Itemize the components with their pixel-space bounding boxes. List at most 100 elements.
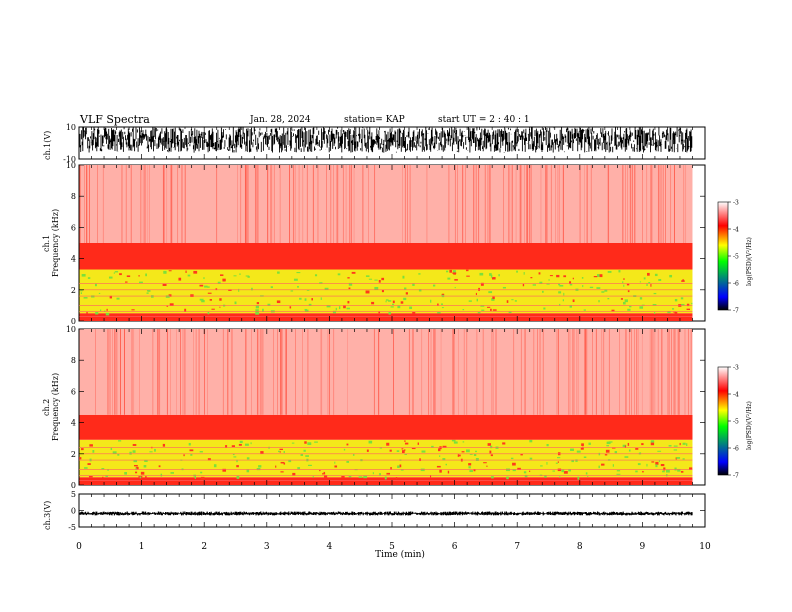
spectrogram-speckle [491,476,494,479]
y-tick-label: 2 [71,286,76,295]
spectrogram-speckle [557,461,559,463]
station-label: station= KAP [344,115,405,125]
spectrogram-speckle [524,474,528,478]
spectrogram-speckle [296,272,301,274]
spectrogram-speckle [593,276,598,278]
x-tick-label: 2 [201,542,207,552]
spectrogram-speckle [559,284,564,287]
spectrogram-speckle [178,277,182,281]
spectrogram-speckle [569,281,572,285]
spectrogram-speckle [334,461,336,464]
spectrogram-speckle [419,458,421,462]
spectrogram-speckle [558,291,562,294]
spectrogram-speckle [411,447,416,450]
spectrogram-speckle [431,445,434,448]
spectrogram-speckle [379,473,381,476]
spectrogram-speckle [557,457,561,459]
spectrogram-speckle [145,273,147,277]
spectrogram-speckle [326,305,331,308]
spectrogram-speckle [116,297,120,300]
spectrogram-speckle [436,465,441,468]
spectrogram-speckle [571,459,574,463]
spectrogram-speckle [131,309,135,311]
spectrogram-speckle [95,311,99,315]
spectrogram-speckle [291,442,295,444]
spectrogram-speckle [304,441,307,444]
spectrogram-speckle [650,440,655,443]
spectrogram-speckle [492,296,495,300]
spectrogram-speckle [158,465,161,468]
spectrogram-speckle [334,465,338,468]
spectrogram-speckle [546,462,548,465]
spectrogram-speckle [498,274,500,277]
spectrogram-speckle [542,290,544,293]
spectrogram-speckle [94,283,97,287]
spectrogram-speckle [669,274,673,278]
spectrogram-speckle [312,475,314,478]
spectrogram-speckle [487,443,492,446]
spectrogram-speckle [689,467,693,470]
y-tick-label: 0 [71,317,76,326]
spectrogram-speckle [491,277,496,280]
chart-title: VLF Spectra [80,113,150,126]
spectrogram-speckle [611,309,615,312]
spectrogram-speckle [543,307,546,310]
spectrogram-speckle [454,286,456,289]
colorbar-tick-label: -7 [733,308,739,315]
spectrogram-speckle [453,441,458,444]
spectrogram-speckle [475,450,477,453]
spectrogram-speckle [559,476,561,478]
spectrogram-speckle [572,299,575,303]
spectrogram-speckle [502,286,506,289]
spectrogram-speckle [203,277,205,280]
colorbar-tick-label: -5 [733,419,739,426]
spectrogram-speckle [335,307,337,311]
spectrogram-band [79,414,693,440]
spectrogram-band [79,313,693,321]
spectrogram-speckle [132,444,137,446]
spectrogram-speckle [199,451,203,453]
spectrogram-speckle [480,282,484,286]
spectrogram-speckle [165,295,170,298]
spectrogram-speckle [491,298,495,301]
spectrogram-speckle [667,311,671,314]
spectrogram-speckle [118,440,122,442]
spectrogram-speckle [396,450,400,452]
spectrogram-speckle [275,465,277,468]
spectrogram-speckle [637,463,641,466]
spectrogram-speckle [583,456,587,458]
spectrogram-speckle [219,274,224,276]
spectrogram-speckle [129,451,132,455]
spectrogram-speckle [616,470,621,472]
spectrogram-speckle [627,290,630,293]
spectrogram-speckle [392,300,395,304]
spectrogram-speckle [641,471,644,473]
spectrogram-speckle [307,464,312,466]
spectrogram-speckle [170,472,174,474]
spectrogram-speckle [88,475,93,478]
ch1-colorbar [717,201,729,311]
spectrogram-speckle [103,310,106,312]
spectrogram-speckle [538,272,541,275]
spectrogram-speckle [540,465,543,467]
spectrogram-speckle [102,476,104,479]
spectrogram-speckle [112,451,117,454]
spectrogram-speckle [346,443,349,446]
spectrogram-speckle [654,312,656,314]
spectrogram-speckle [250,442,252,445]
spectrogram-speckle [307,442,312,446]
spectrogram-speckle [200,471,203,474]
spectrogram-speckle [207,286,210,288]
spectrogram-speckle [366,449,369,452]
spectrogram-speckle [401,448,404,450]
spectrogram-speckle [219,298,222,301]
spectrogram-speckle [79,457,82,460]
spectrogram-speckle [277,271,280,274]
spectrogram-speckle [109,295,113,299]
spectrogram-speckle [582,446,584,448]
spectrogram-speckle [576,450,581,453]
spectrogram-speckle [679,442,681,446]
spectrogram-speckle [657,450,662,452]
spectrogram-speckle [403,297,407,301]
spectrogram-speckle [439,469,442,473]
